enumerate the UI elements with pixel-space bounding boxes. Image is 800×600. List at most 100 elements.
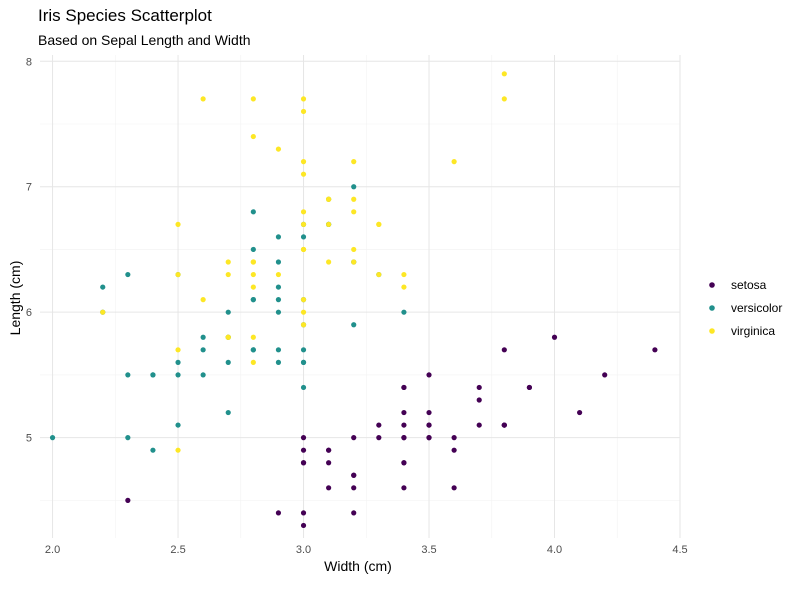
data-point-virginica xyxy=(300,209,307,215)
data-point-virginica xyxy=(175,447,181,453)
data-point-versicolor xyxy=(49,435,56,441)
data-point-versicolor xyxy=(175,359,181,365)
data-point-virginica xyxy=(300,108,307,115)
data-point-versicolor xyxy=(300,347,307,353)
data-point-setosa xyxy=(401,435,407,441)
data-point-virginica xyxy=(326,221,332,227)
data-point-versicolor xyxy=(351,322,357,328)
x-tick-label: 4.0 xyxy=(547,544,562,556)
data-point-virginica xyxy=(300,246,307,253)
x-tick-label: 3.5 xyxy=(421,544,436,556)
data-point-virginica xyxy=(275,146,282,152)
data-point-virginica xyxy=(376,271,382,278)
data-point-virginica xyxy=(250,359,256,365)
data-point-virginica xyxy=(300,309,307,315)
data-point-virginica xyxy=(351,246,357,253)
data-point-virginica xyxy=(326,196,332,202)
data-point-setosa xyxy=(476,384,482,391)
data-point-versicolor xyxy=(300,384,307,391)
data-point-virginica xyxy=(351,209,357,215)
data-point-versicolor xyxy=(275,284,282,290)
data-point-setosa xyxy=(300,460,307,466)
data-point-versicolor xyxy=(100,284,106,290)
data-point-setosa xyxy=(551,334,558,340)
data-point-setosa xyxy=(526,384,533,391)
data-point-versicolor xyxy=(225,359,231,365)
data-point-setosa xyxy=(125,497,131,503)
data-point-virginica xyxy=(200,297,206,303)
data-point-setosa xyxy=(326,460,332,466)
data-point-virginica xyxy=(175,347,181,353)
data-point-setosa xyxy=(300,435,307,441)
legend-label-virginica: virginica xyxy=(731,324,775,338)
data-point-setosa xyxy=(426,409,432,416)
data-point-versicolor xyxy=(275,259,282,265)
y-axis-ticks: 5 6 7 8 xyxy=(26,56,32,444)
data-point-setosa xyxy=(351,472,357,478)
data-point-setosa xyxy=(300,510,307,516)
data-point-setosa xyxy=(326,447,332,453)
data-point-virginica xyxy=(225,259,231,265)
data-point-setosa xyxy=(426,422,432,428)
data-point-virginica xyxy=(250,284,256,290)
data-point-setosa xyxy=(351,485,357,491)
data-point-virginica xyxy=(275,271,282,278)
legend: setosa versicolor virginica xyxy=(709,278,782,338)
legend-marker-versicolor xyxy=(709,305,715,311)
data-point-versicolor xyxy=(300,359,307,365)
legend-label-versicolor: versicolor xyxy=(731,301,782,315)
data-point-setosa xyxy=(275,510,282,516)
data-point-virginica xyxy=(300,322,307,328)
data-point-versicolor xyxy=(150,447,156,453)
data-point-setosa xyxy=(351,435,357,441)
data-point-virginica xyxy=(250,133,256,140)
data-point-versicolor xyxy=(300,234,307,240)
data-point-setosa xyxy=(401,422,407,428)
data-point-versicolor xyxy=(401,309,407,315)
data-point-virginica xyxy=(300,221,307,227)
data-point-virginica xyxy=(100,309,106,315)
data-point-setosa xyxy=(426,435,432,441)
data-point-setosa xyxy=(652,347,658,353)
data-point-versicolor xyxy=(200,347,206,353)
data-point-versicolor xyxy=(275,297,282,303)
data-point-versicolor xyxy=(275,347,282,353)
data-point-setosa xyxy=(476,422,482,428)
data-point-virginica xyxy=(175,221,181,227)
legend-label-setosa: setosa xyxy=(731,278,767,292)
data-point-virginica xyxy=(300,159,307,165)
data-point-setosa xyxy=(451,435,457,441)
data-point-versicolor xyxy=(275,309,282,315)
data-point-virginica xyxy=(376,221,382,227)
data-point-virginica xyxy=(225,334,231,340)
data-point-virginica xyxy=(175,271,181,278)
data-point-virginica xyxy=(300,297,307,303)
data-point-virginica xyxy=(250,259,256,265)
y-tick-label: 6 xyxy=(26,307,32,319)
data-point-setosa xyxy=(376,422,382,428)
data-point-setosa xyxy=(401,460,407,466)
data-point-virginica xyxy=(200,96,206,102)
data-points xyxy=(49,71,658,529)
legend-marker-setosa xyxy=(709,282,715,288)
data-point-virginica xyxy=(250,271,256,278)
data-point-virginica xyxy=(351,259,357,265)
x-axis-ticks: 2.0 2.5 3.0 3.5 4.0 4.5 xyxy=(45,544,688,556)
data-point-versicolor xyxy=(175,372,181,378)
data-point-versicolor xyxy=(200,334,206,340)
data-point-virginica xyxy=(351,159,357,165)
data-point-setosa xyxy=(351,510,357,516)
data-point-virginica xyxy=(300,171,307,177)
x-tick-label: 3.0 xyxy=(296,544,311,556)
data-point-virginica xyxy=(501,96,507,102)
data-point-versicolor xyxy=(250,347,256,353)
data-point-versicolor xyxy=(175,422,181,428)
data-point-virginica xyxy=(250,96,256,102)
data-point-setosa xyxy=(451,485,457,491)
data-point-versicolor xyxy=(275,234,282,240)
grid-layer xyxy=(40,55,681,538)
y-tick-label: 8 xyxy=(26,56,32,68)
y-tick-label: 7 xyxy=(26,182,32,194)
chart-title: Iris Species Scatterplot xyxy=(38,6,212,25)
data-point-versicolor xyxy=(250,246,256,253)
